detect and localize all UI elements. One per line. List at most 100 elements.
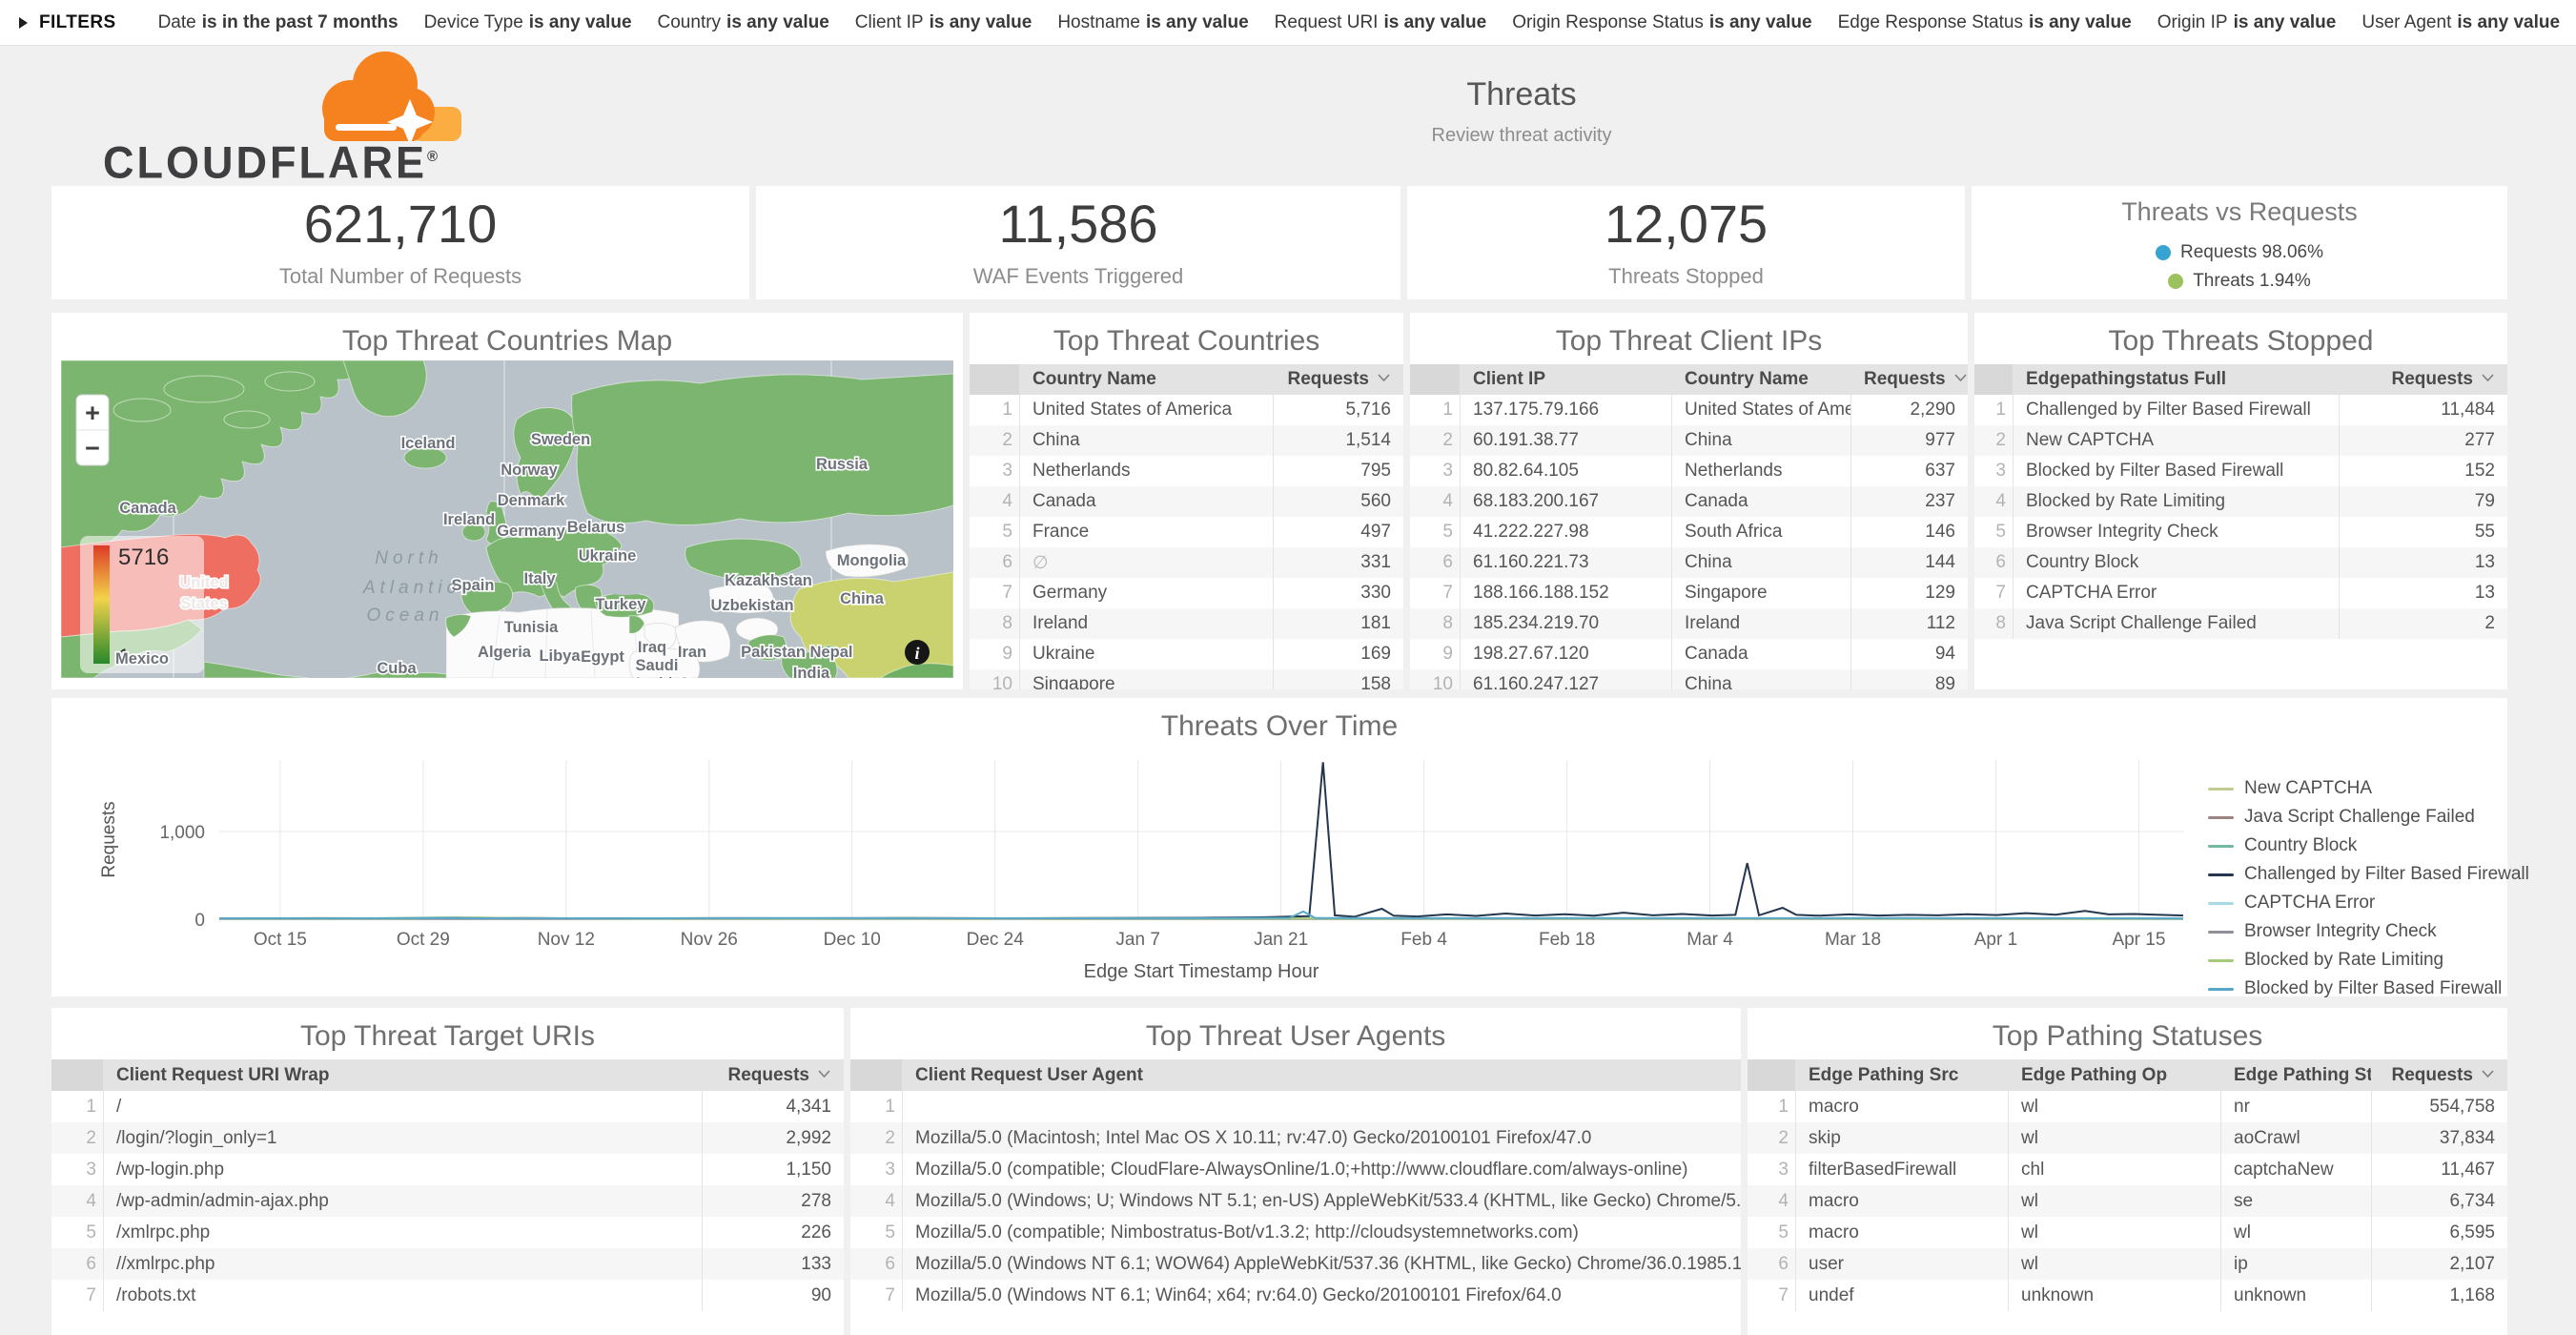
- filter-item[interactable]: Device Type is any value: [424, 12, 632, 33]
- column-header[interactable]: Edge Pathing Op: [2008, 1059, 2220, 1091]
- row-number: 3: [1002, 461, 1012, 481]
- filter-item[interactable]: Edge Response Status is any value: [1838, 12, 2132, 33]
- chart-legend-item[interactable]: Blocked by Rate Limiting: [2208, 950, 2529, 971]
- column-header[interactable]: Client Request URI Wrap: [103, 1059, 702, 1091]
- table-row[interactable]: 7 188.166.188.152 Singapore 129: [1410, 578, 1968, 608]
- table-row[interactable]: 5 41.222.227.98 South Africa 146: [1410, 517, 1968, 547]
- table-row[interactable]: 4 Mozilla/5.0 (Windows; U; Windows NT 5.1…: [850, 1185, 1741, 1217]
- filter-item[interactable]: Country is any value: [658, 12, 829, 33]
- table-row[interactable]: 9 Ukraine 169: [970, 639, 1403, 669]
- filter-item[interactable]: Hostname is any value: [1057, 12, 1248, 33]
- table-row[interactable]: 5 Browser Integrity Check 55: [1974, 517, 2507, 547]
- table-row[interactable]: 1 Challenged by Filter Based Firewall 11,4…: [1974, 395, 2507, 425]
- table-cell: 80.82.64.105: [1460, 456, 1671, 486]
- table-row[interactable]: 5 Mozilla/5.0 (compatible; Nimbostratus-B…: [850, 1217, 1741, 1248]
- map-zoom-controls[interactable]: + −: [75, 394, 110, 466]
- table-row[interactable]: 1 United States of America 5,716: [970, 395, 1403, 425]
- filter-item[interactable]: Request URI is any value: [1275, 12, 1487, 33]
- table-row[interactable]: 4 68.183.200.167 Canada 237: [1410, 486, 1968, 517]
- table-row[interactable]: 10 61.160.247.127 China 89: [1410, 669, 1968, 689]
- table-row[interactable]: 7 Germany 330: [970, 578, 1403, 608]
- table-cell: 4,341: [702, 1091, 844, 1122]
- table-row[interactable]: 5 macro wl wl 6,595: [1748, 1217, 2507, 1248]
- table-row[interactable]: 3 Mozilla/5.0 (compatible; CloudFlare-Alw…: [850, 1154, 1741, 1185]
- column-header[interactable]: Requests: [2371, 1059, 2507, 1091]
- legend-item[interactable]: Requests 98.06%: [2156, 242, 2323, 263]
- table-row[interactable]: 7 CAPTCHA Error 13: [1974, 578, 2507, 608]
- table-row[interactable]: 4 Blocked by Rate Limiting 79: [1974, 486, 2507, 517]
- table-row[interactable]: 4 Canada 560: [970, 486, 1403, 517]
- column-header[interactable]: Requests: [702, 1059, 844, 1091]
- column-header[interactable]: Client Request User Agent: [902, 1059, 1741, 1091]
- chart-legend-item[interactable]: New CAPTCHA: [2208, 778, 2529, 799]
- table-row[interactable]: 5/xmlrpc.php 226: [51, 1217, 844, 1248]
- chart-legend-item[interactable]: Country Block: [2208, 835, 2529, 856]
- chart-legend-item[interactable]: Java Script Challenge Failed: [2208, 807, 2529, 828]
- table-row[interactable]: 2 New CAPTCHA 277: [1974, 425, 2507, 456]
- table-row[interactable]: 1: [850, 1091, 1741, 1122]
- zoom-out-button[interactable]: −: [85, 434, 100, 462]
- column-header[interactable]: Requests: [1850, 364, 1968, 395]
- table-row[interactable]: 2 Mozilla/5.0 (Macintosh; Intel Mac OS X …: [850, 1122, 1741, 1154]
- column-header[interactable]: Edgepathingstatus Full: [2013, 364, 2339, 395]
- table-row[interactable]: 7 undef unknown unknown 1,168: [1748, 1280, 2507, 1311]
- table-row[interactable]: 3 Blocked by Filter Based Firewall 152: [1974, 456, 2507, 486]
- column-header[interactable]: Country Name: [1671, 364, 1850, 395]
- table-row[interactable]: 6 Country Block 13: [1974, 547, 2507, 578]
- filters-toggle[interactable]: FILTERS: [19, 12, 116, 33]
- threats-over-time-chart[interactable]: Oct 15 Oct 29 Nov 12 Nov 26 Dec 10 Dec 24 Jan …: [51, 698, 2507, 996]
- table-row[interactable]: 1 macro wl nr 554,758: [1748, 1091, 2507, 1122]
- table-row[interactable]: 3 Netherlands 795: [970, 456, 1403, 486]
- table-row[interactable]: 5 France 497: [970, 517, 1403, 547]
- table-cell: Ireland: [1671, 608, 1850, 639]
- table-cell: 152: [2339, 456, 2507, 486]
- legend-swatch-icon: [2208, 844, 2234, 848]
- table-row[interactable]: 3 80.82.64.105 Netherlands 637: [1410, 456, 1968, 486]
- chart-legend-item[interactable]: CAPTCHA Error: [2208, 893, 2529, 914]
- table-row[interactable]: 6 user wl ip 2,107: [1748, 1248, 2507, 1280]
- column-header[interactable]: Requests: [2339, 364, 2507, 395]
- table-row[interactable]: 4 macro wl se 6,734: [1748, 1185, 2507, 1217]
- page-title-block: Threats Review threat activity: [1432, 76, 1612, 147]
- table-row[interactable]: 2 China 1,514: [970, 425, 1403, 456]
- chart-legend-item[interactable]: Browser Integrity Check: [2208, 921, 2529, 942]
- table-cell: 6,734: [2371, 1185, 2507, 1217]
- filter-item[interactable]: Origin IP is any value: [2157, 12, 2337, 33]
- filter-item[interactable]: Date is in the past 7 months: [158, 12, 399, 33]
- column-header[interactable]: Edge Pathing Status: [2220, 1059, 2371, 1091]
- table-row[interactable]: 3/wp-login.php 1,150: [51, 1154, 844, 1185]
- table-row[interactable]: 9 198.27.67.120 Canada 94: [1410, 639, 1968, 669]
- table-row[interactable]: 6 61.160.221.73 China 144: [1410, 547, 1968, 578]
- column-header[interactable]: Requests: [1273, 364, 1403, 395]
- table-row[interactable]: 2 skip wl aoCrawl 37,834: [1748, 1122, 2507, 1154]
- table-row[interactable]: 2/login/?login_only=1 2,992: [51, 1122, 844, 1154]
- table-row[interactable]: 3 filterBasedFirewall chl captchaNew 11,467: [1748, 1154, 2507, 1185]
- table-row[interactable]: 2 60.191.38.77 China 977: [1410, 425, 1968, 456]
- filter-item[interactable]: Client IP is any value: [855, 12, 1032, 33]
- table-row[interactable]: 7/robots.txt 90: [51, 1280, 844, 1311]
- table-cell: 1,150: [702, 1154, 844, 1185]
- table-row[interactable]: 1 /4,341: [51, 1091, 844, 1122]
- table-row[interactable]: 6 //xmlrpc.php 133: [51, 1248, 844, 1280]
- table-row[interactable]: 8 185.234.219.70 Ireland 112: [1410, 608, 1968, 639]
- table-row[interactable]: 8 Java Script Challenge Failed 2: [1974, 608, 2507, 639]
- column-header[interactable]: Country Name: [1019, 364, 1273, 395]
- table-row[interactable]: 8 Ireland 181: [970, 608, 1403, 639]
- chart-legend-item[interactable]: Blocked by Filter Based Firewall: [2208, 978, 2529, 999]
- table-row[interactable]: 4/wp-admin/admin-ajax.php 278: [51, 1185, 844, 1217]
- legend-item[interactable]: Threats 1.94%: [2168, 271, 2311, 292]
- filter-item[interactable]: User Agent is any value: [2361, 12, 2560, 33]
- filter-item[interactable]: Origin Response Status is any value: [1512, 12, 1811, 33]
- table-row[interactable]: 10 Singapore 158: [970, 669, 1403, 689]
- table-row[interactable]: 7 Mozilla/5.0 (Windows NT 6.1; Win64; x64…: [850, 1280, 1741, 1311]
- table-cell: United States of America: [1671, 395, 1850, 425]
- table-row[interactable]: 6 ∅ 331: [970, 547, 1403, 578]
- map-info-button[interactable]: i: [905, 640, 930, 665]
- column-header[interactable]: Client IP: [1460, 364, 1671, 395]
- zoom-in-button[interactable]: +: [85, 399, 100, 427]
- table-row[interactable]: 6 Mozilla/5.0 (Windows NT 6.1; WOW64) App…: [850, 1248, 1741, 1280]
- column-header[interactable]: Edge Pathing Src: [1795, 1059, 2008, 1091]
- world-heatmap[interactable]: 5716 1 + − i Canada United States Mexico Cub…: [61, 360, 953, 678]
- chart-legend-item[interactable]: Challenged by Filter Based Firewall: [2208, 864, 2529, 885]
